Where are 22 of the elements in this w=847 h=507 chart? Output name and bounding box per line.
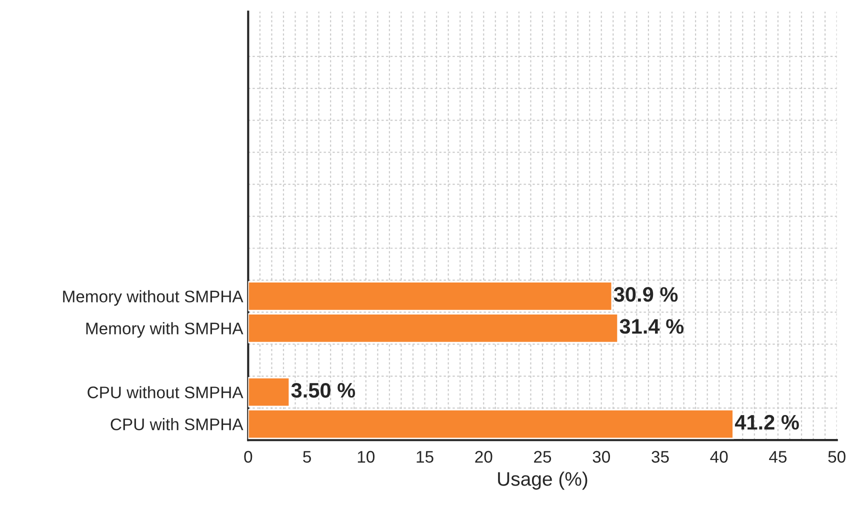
x-tick-label: 50 bbox=[828, 450, 846, 463]
x-tick-label: 5 bbox=[303, 451, 311, 463]
y-tick-label: Memory with SMPHA bbox=[86, 322, 244, 338]
x-tick-label: 0 bbox=[244, 450, 252, 463]
y-tick-label: Memory without SMPHA bbox=[63, 290, 244, 306]
x-tick-label: 25 bbox=[534, 450, 552, 463]
y-tick-label: CPU with SMPHA bbox=[110, 418, 244, 430]
bar bbox=[248, 377, 290, 408]
data-label: 41.2 % bbox=[734, 414, 799, 430]
bar bbox=[248, 409, 734, 440]
x-tick-label: 40 bbox=[710, 450, 728, 463]
x-tick-label: 30 bbox=[592, 450, 610, 463]
x-axis-title: Usage (%) bbox=[498, 472, 588, 490]
data-label: 31.4 % bbox=[620, 319, 684, 334]
x-tick-label: 35 bbox=[652, 450, 669, 463]
x-tick-label: 15 bbox=[416, 451, 434, 463]
x-tick-label: 20 bbox=[475, 450, 492, 463]
data-label: 3.50 % bbox=[291, 382, 356, 398]
data-label: 30.9 % bbox=[614, 287, 678, 302]
x-tick-label: 10 bbox=[358, 450, 375, 463]
y-tick-label: CPU without SMPHA bbox=[88, 386, 244, 398]
x-tick-label: 45 bbox=[769, 451, 787, 463]
